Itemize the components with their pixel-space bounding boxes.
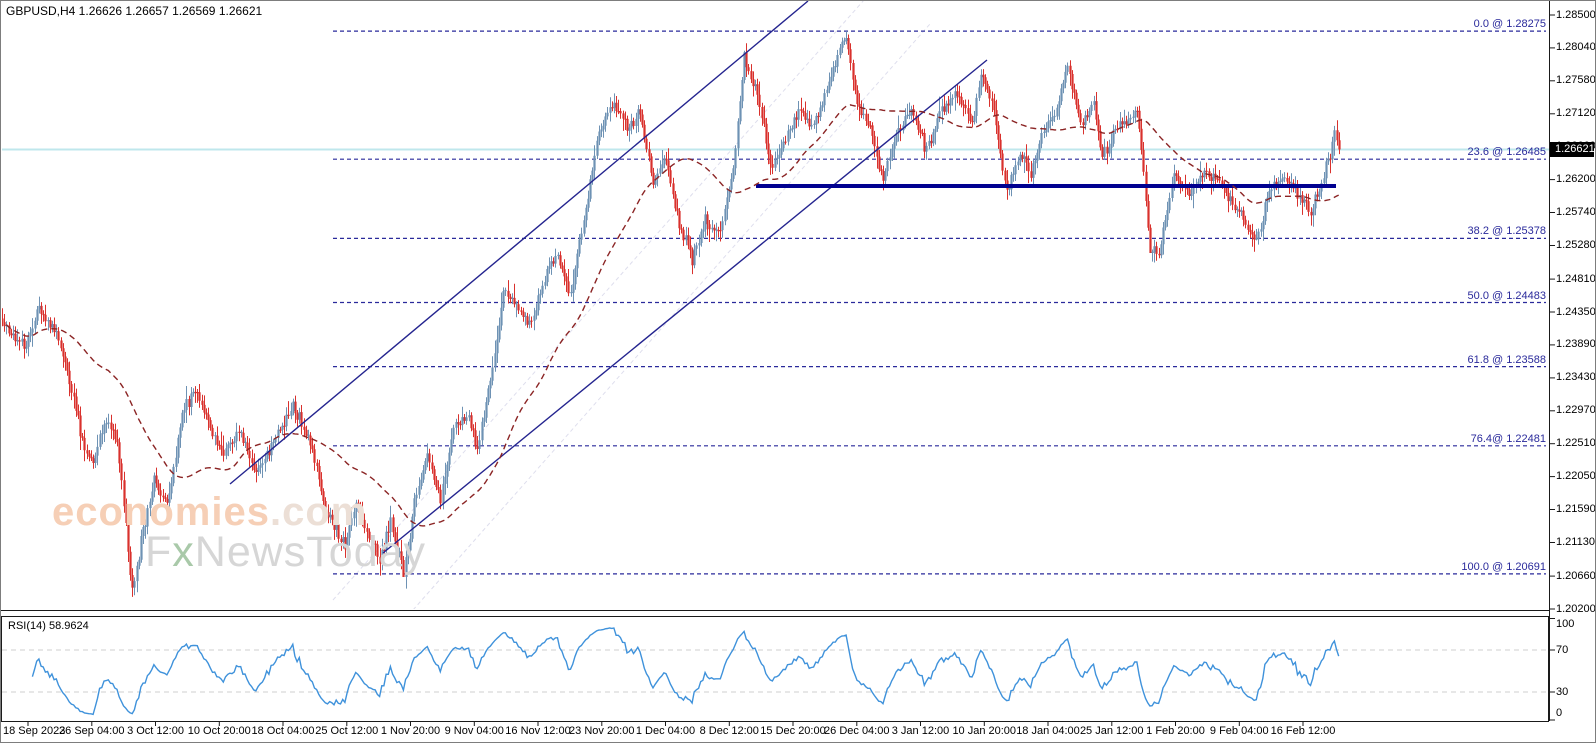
fib-level-label: 100.0 @ 1.20691 bbox=[1461, 560, 1546, 573]
pane-frames bbox=[1, 0, 1550, 722]
candles-bear bbox=[2, 34, 1341, 597]
price-tick-label: 1.21130 bbox=[1556, 536, 1595, 548]
current-price-badge: 1.26621 bbox=[1550, 142, 1595, 157]
price-tick-label: 1.23890 bbox=[1556, 338, 1596, 351]
fibonacci-lines[interactable] bbox=[333, 30, 1546, 575]
date-label: 9 Nov 04:00 bbox=[444, 725, 504, 737]
rsi-level-label: 100 bbox=[1556, 617, 1575, 630]
chart-title: GBPUSD,H4 1.26626 1.26657 1.26569 1.2662… bbox=[6, 4, 263, 18]
date-label: 8 Dec 12:00 bbox=[699, 725, 759, 737]
date-label: 15 Dec 20:00 bbox=[760, 725, 826, 737]
price-tick-label: 1.25280 bbox=[1556, 239, 1596, 251]
price-tick-label: 1.28040 bbox=[1556, 41, 1596, 54]
date-label: 1 Feb 20:00 bbox=[1146, 725, 1205, 737]
rsi-level-label: 70 bbox=[1556, 643, 1569, 656]
rsi-line bbox=[31, 627, 1340, 716]
date-label: 25 Oct 12:00 bbox=[315, 725, 379, 737]
axis-ticks bbox=[27, 14, 1555, 726]
price-tick-label: 1.26200 bbox=[1556, 173, 1596, 186]
date-label: 26 Dec 04:00 bbox=[824, 725, 890, 737]
price-tick-label: 1.22050 bbox=[1556, 470, 1596, 483]
moving-average-line bbox=[5, 104, 1339, 527]
watermark-tagline-x: x bbox=[172, 528, 195, 576]
date-label: 26 Sep 04:00 bbox=[59, 725, 125, 737]
date-label: 18 Jan 04:00 bbox=[1016, 725, 1080, 737]
date-label: 3 Jan 12:00 bbox=[891, 725, 950, 737]
price-tick-label: 1.27120 bbox=[1556, 107, 1596, 120]
date-label: 25 Jan 12:00 bbox=[1079, 725, 1144, 737]
date-label: 18 Sep 2023 bbox=[3, 725, 66, 737]
price-tick-label: 1.24350 bbox=[1556, 305, 1596, 318]
rsi-level-label: 0 bbox=[1556, 706, 1563, 719]
date-label: 16 Nov 12:00 bbox=[505, 725, 571, 737]
fib-level-label: 61.8 @ 1.23588 bbox=[1467, 353, 1546, 366]
fib-level-label: 76.4@ 1.22481 bbox=[1470, 432, 1546, 445]
date-label: 23 Nov 20:00 bbox=[569, 725, 635, 737]
faint-channel-lines bbox=[332, 1, 931, 609]
price-tick-label: 1.27580 bbox=[1556, 74, 1596, 87]
price-tick-label: 1.28500 bbox=[1556, 8, 1596, 21]
fib-level-label: 0.0 @ 1.28275 bbox=[1473, 18, 1546, 31]
watermark-tagline: FxNewsToday bbox=[145, 528, 426, 577]
watermark-brand: economies.com bbox=[52, 490, 367, 535]
watermark-tagline-rest: NewsToday bbox=[194, 528, 427, 576]
price-tick-label: 1.22970 bbox=[1556, 404, 1596, 417]
date-label: 18 Oct 04:00 bbox=[251, 725, 315, 737]
date-label: 10 Oct 20:00 bbox=[187, 725, 251, 737]
watermark-brand-name: economies bbox=[52, 490, 270, 534]
price-tick-label: 1.22510 bbox=[1556, 437, 1596, 450]
fib-level-label: 50.0 @ 1.24483 bbox=[1467, 289, 1546, 302]
rsi-indicator-label: RSI(14) 58.9624 bbox=[8, 620, 89, 632]
price-tick-label: 1.20660 bbox=[1556, 569, 1596, 582]
fib-level-label: 23.6 @ 1.26485 bbox=[1467, 146, 1546, 159]
date-label: 3 Oct 12:00 bbox=[127, 725, 184, 737]
trend-channel[interactable] bbox=[229, 0, 988, 554]
price-tick-label: 1.25740 bbox=[1556, 206, 1596, 218]
date-label: 16 Feb 12:00 bbox=[1270, 725, 1336, 737]
price-tick-label: 1.23430 bbox=[1556, 371, 1596, 384]
pane-splitter[interactable] bbox=[1, 611, 1549, 616]
fib-level-label: 38.2 @ 1.25378 bbox=[1467, 225, 1546, 238]
watermark-tagline-f: F bbox=[145, 528, 173, 576]
date-label: 10 Jan 20:00 bbox=[952, 725, 1017, 737]
price-tick-label: 1.20200 bbox=[1556, 602, 1596, 615]
price-tick-label: 1.21590 bbox=[1556, 503, 1596, 515]
watermark-brand-suffix: .com bbox=[269, 490, 368, 534]
rsi-level-label: 30 bbox=[1556, 685, 1569, 698]
date-label: 1 Dec 04:00 bbox=[635, 725, 696, 737]
date-label: 1 Nov 20:00 bbox=[380, 725, 441, 737]
price-tick-label: 1.24810 bbox=[1556, 272, 1596, 285]
date-label: 9 Feb 04:00 bbox=[1209, 725, 1269, 737]
